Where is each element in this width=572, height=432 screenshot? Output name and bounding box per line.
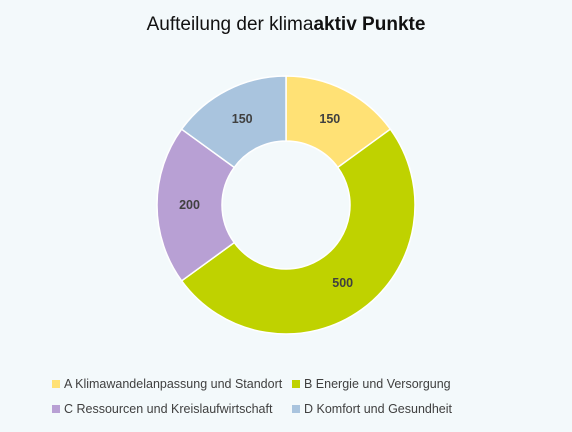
legend-swatch-d <box>292 405 300 413</box>
legend-label-a: A Klimawandelanpassung und Standort <box>64 377 283 391</box>
data-label-d: 150 <box>232 112 253 126</box>
data-label-b: 500 <box>332 276 353 290</box>
legend-swatch-b <box>292 380 300 388</box>
legend-item-a: A Klimawandelanpassung und Standort <box>52 375 292 393</box>
slice-c <box>156 128 236 282</box>
slice-d <box>180 75 287 169</box>
slice-b <box>180 128 416 335</box>
data-label-a: 150 <box>319 112 340 126</box>
chart-title-normal: Aufteilung der klima <box>146 14 314 35</box>
data-label-c: 200 <box>179 198 200 212</box>
chart-legend: A Klimawandelanpassung und Standort B En… <box>52 375 552 425</box>
legend-swatch-a <box>52 380 60 388</box>
legend-item-b: B Energie und Versorgung <box>292 375 451 393</box>
chart-title: Aufteilung der klimaaktiv Punkte <box>0 14 572 36</box>
legend-item-c: C Ressourcen und Kreislaufwirtschaft <box>52 400 292 418</box>
legend-item-d: D Komfort und Gesundheit <box>292 400 452 418</box>
legend-label-c: C Ressourcen und Kreislaufwirtschaft <box>64 402 273 416</box>
chart-title-bold: aktiv Punkte <box>313 14 426 35</box>
legend-label-b: B Energie und Versorgung <box>304 377 451 391</box>
legend-label-d: D Komfort und Gesundheit <box>304 402 452 416</box>
legend-swatch-c <box>52 405 60 413</box>
